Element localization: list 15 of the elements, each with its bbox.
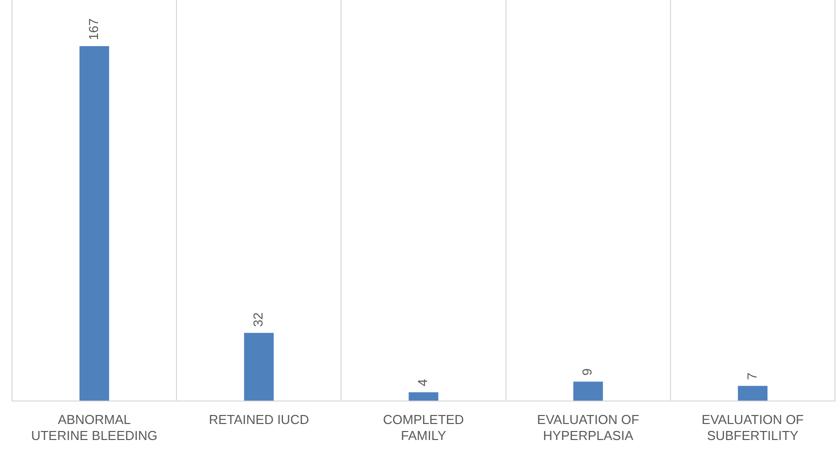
x-tick-label: RETAINED IUCD <box>208 412 309 428</box>
bar <box>738 386 768 401</box>
bar <box>79 46 110 401</box>
x-tick-label: EVALUATION OF SUBFERTILITY <box>702 412 804 443</box>
data-label: 167 <box>86 18 101 40</box>
data-label: 4 <box>415 379 430 386</box>
x-tick-label: COMPLETED FAMILY <box>383 412 464 443</box>
data-label: 7 <box>744 372 760 380</box>
x-tick-label: EVALUATION OF HYPERPLASIA <box>537 412 640 443</box>
data-label: 32 <box>250 312 266 327</box>
bar <box>573 382 603 401</box>
x-tick-label: ABNORMAL UTERINE BLEEDING <box>31 412 158 443</box>
data-label: 9 <box>580 368 595 376</box>
bar <box>244 332 274 401</box>
bar <box>408 392 438 401</box>
